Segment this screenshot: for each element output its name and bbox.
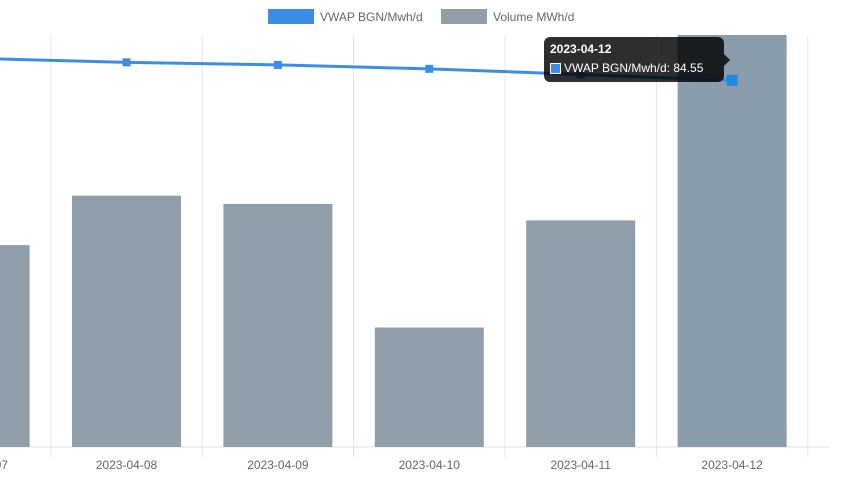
legend-swatch-volume[interactable] [441,9,487,24]
x-tick-label: 07 [0,458,8,472]
x-tick-label: 2023-04-11 [550,458,611,472]
volume-bars [0,35,787,447]
x-tick-label: 2023-04-12 [701,458,763,472]
x-tick-label: 2023-04-09 [247,458,309,472]
volume-bar[interactable] [0,245,30,447]
x-tick-label: 2023-04-08 [96,458,158,472]
vwap-point[interactable] [425,64,434,73]
vwap-point[interactable] [122,58,131,67]
tooltip-row: VWAP BGN/Mwh/d: 84.55 [550,60,718,76]
volume-bar[interactable] [677,35,787,447]
legend[interactable]: VWAP BGN/Mwh/d Volume MWh/d [268,9,574,24]
tooltip-swatch-icon [550,62,561,74]
vwap-point[interactable] [273,60,282,69]
volume-bar[interactable] [526,220,636,447]
x-axis-ticks: 07 2023-04-08 2023-04-09 2023-04-10 2023-04-… [0,458,763,472]
tooltip-value-text: VWAP BGN/Mwh/d: 84.55 [564,61,704,75]
vwap-point[interactable] [726,74,738,86]
volume-bar[interactable] [223,203,333,447]
legend-swatch-vwap[interactable] [268,9,314,24]
legend-label-vwap[interactable]: VWAP BGN/Mwh/d [320,10,423,24]
legend-label-volume[interactable]: Volume MWh/d [493,10,574,24]
tooltip-title: 2023-04-12 [550,42,612,56]
volume-bar[interactable] [72,195,181,447]
volume-bar[interactable] [374,327,484,447]
x-tick-label: 2023-04-10 [399,458,461,472]
data-tooltip: 2023-04-12 VWAP BGN/Mwh/d: 84.55 [544,37,730,82]
